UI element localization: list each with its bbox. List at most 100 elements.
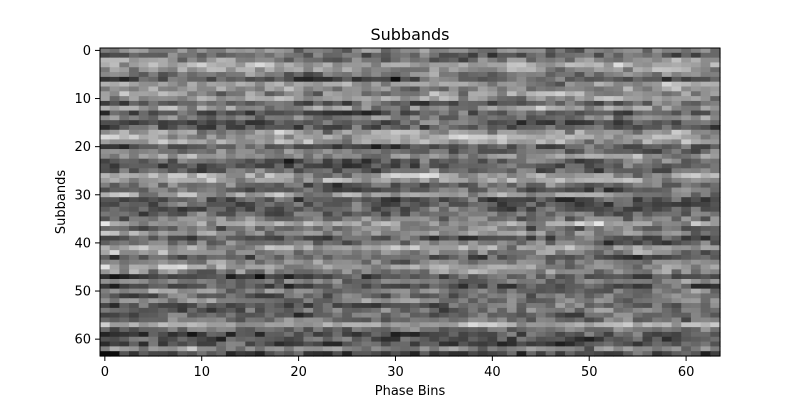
heatmap-cell: [439, 240, 450, 246]
heatmap-cell: [255, 264, 266, 270]
heatmap-cell: [293, 288, 305, 295]
heatmap-cell: [681, 235, 692, 242]
heatmap-cell: [565, 331, 576, 338]
heatmap-cell: [100, 351, 111, 357]
heatmap-cell: [293, 336, 305, 343]
heatmap-cell: [613, 67, 624, 73]
heatmap-cell: [526, 197, 537, 203]
heatmap-cell: [700, 48, 711, 54]
heatmap-cell: [235, 67, 246, 73]
heatmap-cell: [506, 312, 518, 319]
heatmap-cell: [661, 125, 673, 131]
heatmap-cell: [448, 67, 460, 73]
heatmap-cell: [216, 274, 227, 280]
heatmap-cell: [196, 327, 208, 333]
heatmap-cell: [642, 105, 653, 112]
heatmap-cell: [380, 274, 392, 280]
heatmap-cell: [448, 91, 460, 97]
heatmap-cell: [293, 312, 305, 319]
heatmap-cell: [342, 327, 353, 333]
heatmap-cell: [458, 331, 469, 338]
heatmap-cell: [458, 341, 469, 347]
heatmap-cell: [206, 76, 217, 83]
heatmap-cell: [603, 327, 615, 333]
heatmap-cell: [632, 317, 644, 323]
heatmap-cell: [526, 235, 537, 242]
heatmap-cell: [138, 62, 150, 68]
heatmap-cell: [322, 105, 334, 112]
heatmap-cell: [632, 269, 644, 275]
heatmap-cell: [661, 197, 673, 203]
heatmap-cell: [516, 72, 527, 78]
heatmap-cell: [119, 307, 130, 314]
heatmap-cell: [255, 346, 266, 352]
heatmap-cell: [477, 153, 489, 160]
heatmap-cell: [545, 288, 556, 295]
heatmap-cell: [158, 110, 169, 116]
heatmap-cell: [594, 139, 605, 145]
heatmap-cell: [458, 144, 469, 150]
heatmap-cell: [526, 91, 537, 97]
heatmap-cell: [225, 168, 237, 174]
heatmap-cell: [196, 139, 208, 145]
heatmap-cell: [351, 279, 363, 285]
heatmap-cell: [351, 293, 363, 299]
heatmap-cell: [458, 240, 469, 246]
heatmap-cell: [623, 197, 634, 203]
heatmap-cell: [497, 115, 508, 121]
heatmap-cell: [293, 211, 305, 218]
heatmap-cell: [313, 76, 324, 83]
heatmap-cell: [584, 274, 595, 280]
heatmap-cell: [400, 245, 411, 251]
heatmap-cell: [293, 115, 305, 121]
heatmap-cell: [167, 331, 179, 338]
heatmap-cell: [690, 125, 702, 131]
heatmap-cell: [119, 221, 130, 227]
heatmap-cell: [119, 144, 130, 150]
heatmap-cell: [284, 211, 295, 218]
heatmap-cell: [448, 153, 460, 160]
heatmap-cell: [400, 192, 411, 198]
heatmap-cell: [313, 91, 324, 97]
heatmap-cell: [264, 226, 275, 232]
heatmap-cell: [148, 327, 159, 333]
heatmap-cell: [623, 91, 634, 97]
heatmap-cell: [148, 144, 159, 150]
heatmap-cell: [187, 331, 198, 338]
heatmap-cell: [477, 336, 489, 343]
heatmap-cell: [497, 129, 508, 136]
heatmap-cell: [167, 173, 179, 179]
heatmap-cell: [313, 52, 324, 59]
heatmap-cell: [390, 303, 401, 309]
heatmap-cell: [216, 67, 227, 73]
heatmap-cell: [700, 240, 711, 246]
heatmap-cell: [293, 125, 305, 131]
heatmap-cell: [351, 264, 363, 270]
heatmap-cell: [642, 115, 653, 121]
heatmap-cell: [342, 317, 353, 323]
heatmap-cell: [690, 153, 702, 160]
heatmap-cell: [138, 283, 150, 290]
heatmap-cell: [623, 293, 634, 299]
heatmap-cell: [710, 67, 721, 73]
heatmap-cell: [410, 149, 421, 155]
heatmap-cell: [400, 221, 411, 227]
heatmap-cell: [138, 163, 150, 169]
heatmap-cell: [371, 96, 382, 102]
heatmap-cell: [487, 144, 498, 150]
heatmap-cell: [681, 293, 692, 299]
heatmap-cell: [119, 62, 130, 68]
heatmap-cell: [419, 211, 430, 218]
heatmap-cell: [565, 346, 576, 352]
heatmap-cell: [274, 221, 285, 227]
heatmap-cell: [361, 226, 372, 232]
heatmap-cell: [410, 177, 421, 184]
heatmap-cell: [497, 341, 508, 347]
heatmap-cell: [535, 129, 547, 136]
heatmap-cell: [158, 250, 169, 256]
heatmap-cell: [710, 331, 721, 338]
heatmap-cell: [100, 221, 111, 227]
heatmap-cell: [632, 206, 644, 213]
heatmap-cell: [410, 206, 421, 213]
heatmap-cell: [390, 279, 401, 285]
